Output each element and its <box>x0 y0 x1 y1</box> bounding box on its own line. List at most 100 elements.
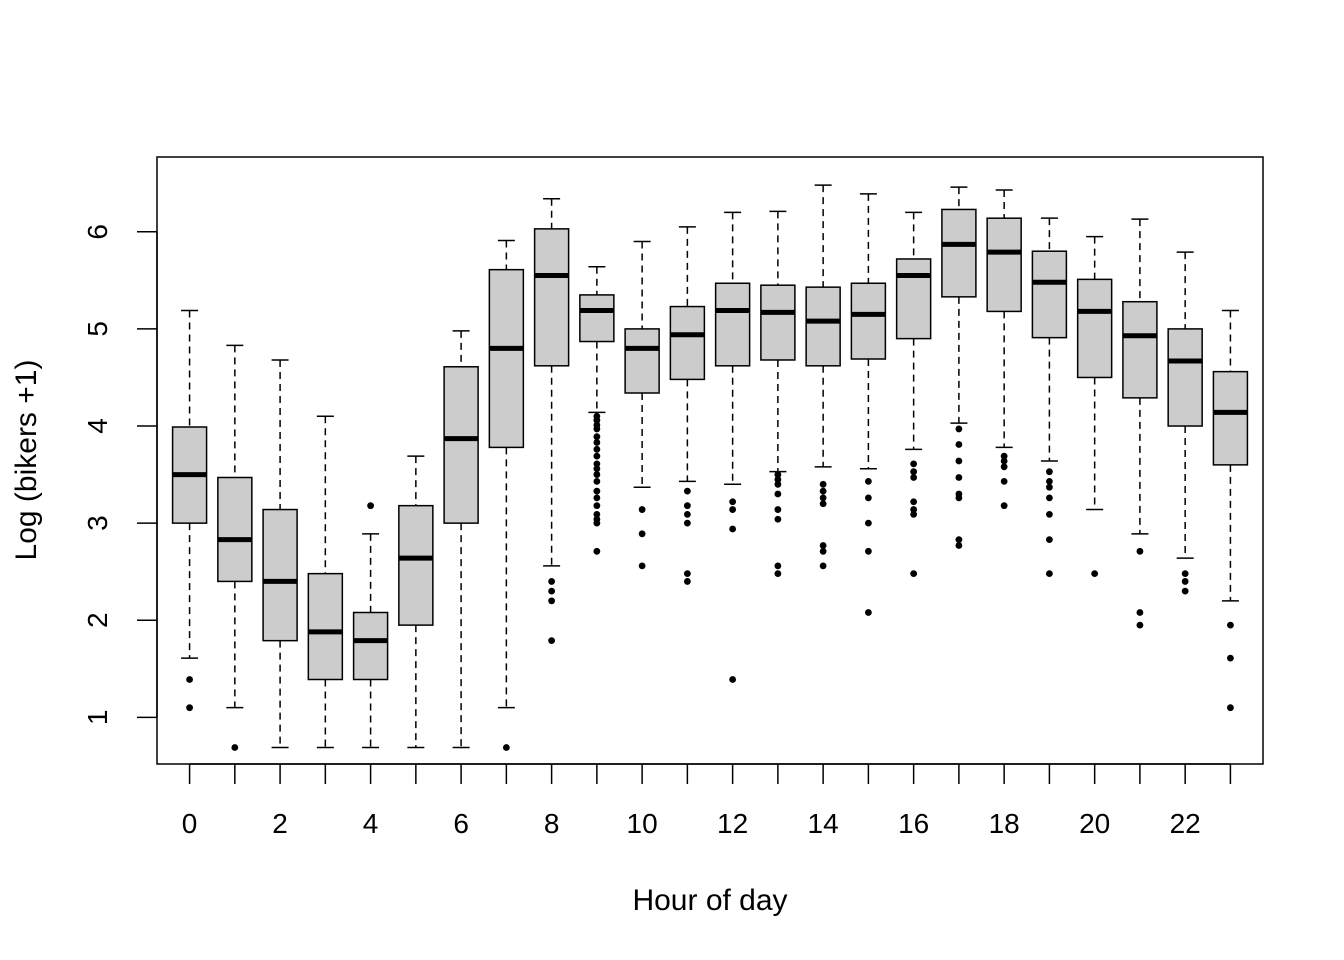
outlier-point <box>186 704 193 712</box>
iqr-box <box>352 611 389 681</box>
outlier-point <box>683 502 691 510</box>
outlier-point <box>548 578 556 585</box>
outlier-point <box>593 511 601 518</box>
outlier-point <box>1136 621 1144 629</box>
outlier-point <box>1046 483 1053 491</box>
y-axis-label: Log (bikers +1) <box>10 360 43 561</box>
iqr-box <box>850 282 887 360</box>
outlier-point <box>819 547 827 555</box>
outlier-point <box>774 515 782 523</box>
iqr-box <box>760 284 796 361</box>
outlier-point <box>955 425 963 433</box>
outlier-point <box>638 562 646 570</box>
iqr-box <box>217 476 253 583</box>
outlier-point <box>1046 494 1053 502</box>
box-hour-4 <box>352 502 389 749</box>
outlier-point <box>864 609 872 616</box>
box-hour-17 <box>941 186 977 549</box>
outlier-point <box>1181 578 1189 585</box>
outlier-point <box>819 494 827 502</box>
outlier-point <box>910 460 918 468</box>
iqr-box <box>1031 250 1068 339</box>
outlier-point <box>1136 609 1144 616</box>
box-hour-2 <box>262 359 298 749</box>
outlier-point <box>593 502 601 510</box>
iqr-box <box>1212 370 1249 466</box>
iqr-box <box>714 282 751 367</box>
outlier-point <box>864 547 872 555</box>
outlier-point <box>729 506 737 513</box>
outlier-point <box>1181 587 1189 595</box>
x-tick-label: 2 <box>272 808 288 839</box>
outlier-point <box>729 498 737 506</box>
x-tick-label: 10 <box>627 808 658 839</box>
outlier-point <box>910 474 918 481</box>
box-hour-11 <box>669 226 706 585</box>
outlier-point <box>593 433 601 441</box>
box-hour-23 <box>1212 309 1249 712</box>
outlier-point <box>819 487 827 495</box>
box-hour-20 <box>1076 235 1113 578</box>
outlier-point <box>1000 452 1008 460</box>
outlier-point <box>593 494 601 502</box>
outlier-point <box>819 480 827 488</box>
outlier-point <box>1046 468 1053 476</box>
outlier-point <box>955 494 963 502</box>
x-tick-label: 14 <box>808 808 839 839</box>
box-hour-8 <box>533 198 570 645</box>
outlier-point <box>367 502 374 510</box>
x-tick-label: 8 <box>544 808 560 839</box>
outlier-point <box>683 487 691 495</box>
outlier-point <box>548 587 556 595</box>
outlier-point <box>729 525 737 533</box>
outlier-point <box>593 471 601 478</box>
iqr-box <box>262 508 298 642</box>
outlier-point <box>864 477 872 485</box>
y-tick-label: 5 <box>82 321 113 337</box>
box-hour-22 <box>1167 251 1203 595</box>
outlier-point <box>774 562 782 570</box>
x-tick-label: 12 <box>717 808 748 839</box>
outlier-point <box>593 439 601 446</box>
iqr-box <box>805 286 841 367</box>
iqr-box <box>533 228 570 367</box>
box-hour-1 <box>217 344 253 751</box>
outlier-point <box>1000 477 1008 485</box>
outlier-point <box>593 452 601 460</box>
iqr-box <box>1076 278 1113 379</box>
outlier-point <box>593 547 601 555</box>
iqr-box <box>1167 328 1203 427</box>
outlier-point <box>910 570 918 578</box>
outlier-point <box>683 578 691 585</box>
outlier-point <box>1000 463 1008 471</box>
outlier-point <box>593 519 601 527</box>
outlier-point <box>1091 570 1099 578</box>
outlier-point <box>593 445 601 453</box>
x-tick-label: 18 <box>989 808 1020 839</box>
outlier-point <box>683 570 691 578</box>
outlier-point <box>638 530 646 538</box>
outlier-point <box>910 506 918 513</box>
outlier-point <box>955 542 963 549</box>
outlier-point <box>1000 457 1008 465</box>
outlier-point <box>593 465 601 473</box>
box-hour-5 <box>398 455 434 749</box>
outlier-point <box>955 457 963 465</box>
box-hour-15 <box>850 193 887 616</box>
x-tick-label: 20 <box>1079 808 1110 839</box>
y-tick-label: 2 <box>82 612 113 628</box>
iqr-box <box>669 305 706 381</box>
outlier-point <box>548 597 556 605</box>
outlier-point <box>1227 621 1234 629</box>
outlier-point <box>548 637 556 645</box>
outlier-point <box>955 536 963 544</box>
outlier-point <box>683 519 691 527</box>
outlier-point <box>186 676 193 683</box>
outlier-point <box>638 506 646 513</box>
outlier-point <box>864 519 872 527</box>
x-axis-label: Hour of day <box>632 884 787 917</box>
iqr-box <box>624 328 660 394</box>
iqr-box <box>443 366 479 524</box>
outlier-point <box>231 744 239 751</box>
